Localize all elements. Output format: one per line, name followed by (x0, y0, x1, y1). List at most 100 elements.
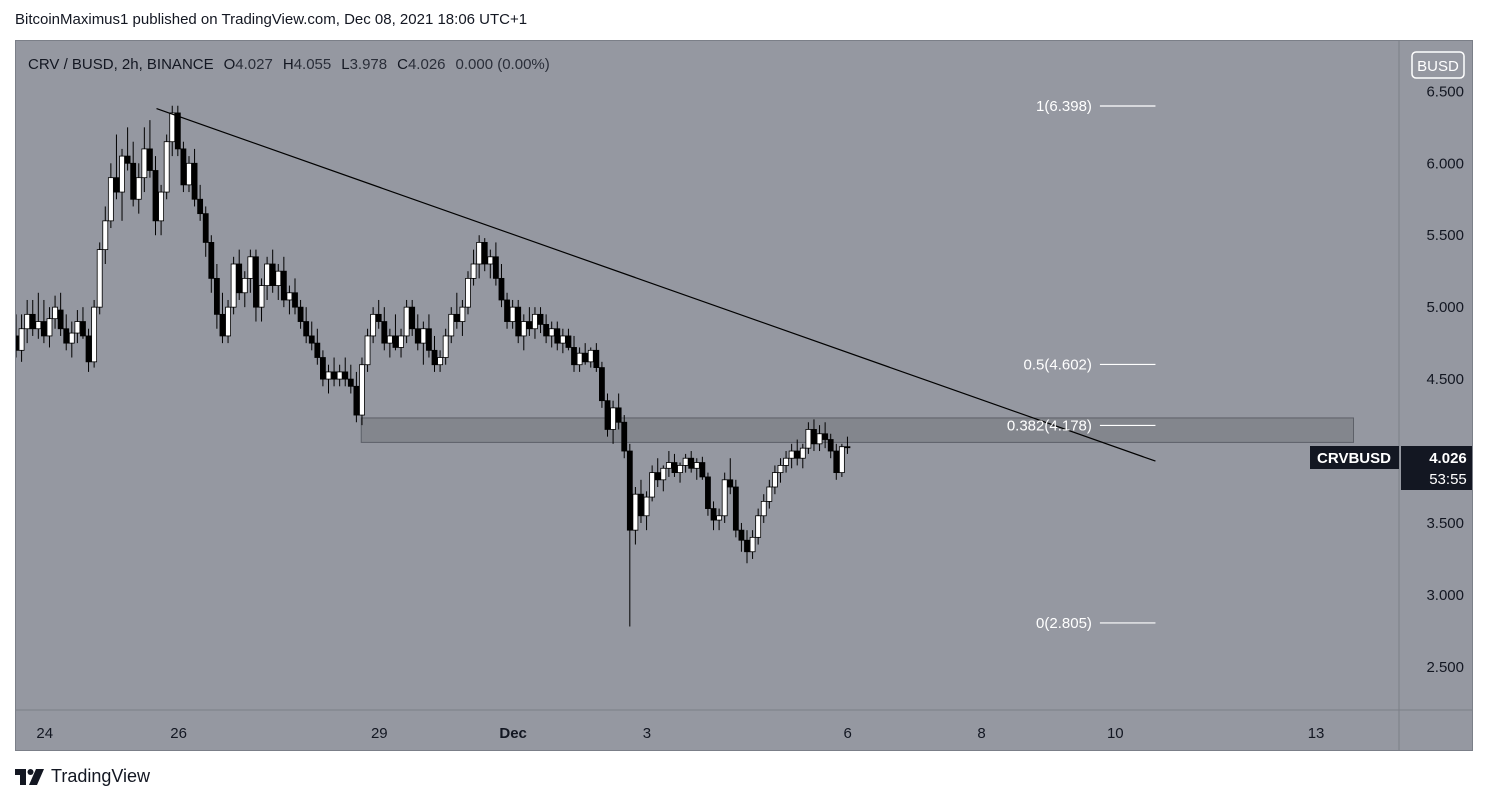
candle (331, 357, 337, 387)
candle (364, 328, 371, 372)
candle-body (638, 493, 644, 517)
candle-body (582, 352, 589, 363)
candle (107, 163, 114, 229)
candle (738, 522, 745, 552)
candle-body (191, 162, 198, 200)
candle-body (280, 270, 287, 301)
time-axis: 24 26 29 Dec 3 6 8 10 13 (36, 725, 1324, 742)
candle-body (599, 367, 605, 402)
candle-body (236, 263, 243, 294)
candle-body (794, 450, 801, 459)
candle (833, 443, 840, 480)
legend-low-label: L (341, 56, 349, 73)
candle (509, 299, 516, 329)
candle-body (822, 433, 829, 440)
candle (336, 364, 343, 387)
candle (225, 299, 231, 344)
candle (303, 307, 310, 344)
candle (470, 249, 477, 286)
candle-body (359, 364, 365, 416)
tradingview-brand[interactable]: TradingView (15, 766, 150, 787)
candle (582, 343, 589, 365)
candle (191, 148, 198, 207)
candle (626, 443, 633, 627)
candle-body (738, 529, 745, 541)
candle-body (766, 486, 773, 502)
candle (604, 393, 611, 437)
candle-body (654, 472, 661, 481)
candle (565, 328, 572, 351)
candle (275, 264, 282, 300)
fib-level-label: 1(6.398) (1036, 98, 1092, 115)
candle (699, 456, 706, 480)
candle (381, 307, 388, 351)
candle (844, 436, 851, 454)
candle-body (772, 472, 778, 488)
candle (124, 127, 131, 171)
candle (571, 335, 577, 372)
candle (68, 321, 75, 358)
candle (537, 307, 544, 334)
candle-body (392, 335, 399, 348)
candle-body (788, 450, 795, 459)
candle (426, 314, 432, 358)
candle-body (811, 429, 817, 445)
candle (649, 465, 656, 502)
candle (74, 310, 81, 344)
candle-body (420, 328, 427, 344)
candle (186, 156, 192, 193)
candle-body (336, 371, 343, 380)
candle (35, 292, 42, 339)
candle (158, 184, 164, 236)
candle-body (113, 177, 120, 193)
candle-body (370, 313, 377, 337)
candle-body (130, 162, 137, 200)
candle (403, 299, 410, 344)
candle-body (219, 313, 226, 337)
candle-body (225, 306, 231, 337)
candle-body (403, 306, 410, 337)
candle-body (264, 263, 271, 286)
price-tick-label: 5.500 (1426, 227, 1464, 244)
candle-body (632, 493, 639, 531)
price-tick-label: 4.500 (1426, 371, 1464, 388)
candle-body (46, 318, 53, 337)
chart-container[interactable]: 1(6.398) 0.5(4.602) 0.382(4.178) 0(2.805) 6… (15, 40, 1473, 751)
candle (80, 307, 86, 339)
candle (677, 462, 683, 483)
candle (498, 264, 505, 308)
candle-body (744, 539, 750, 553)
candle (772, 465, 778, 495)
currency-button[interactable]: BUSD (1411, 51, 1465, 79)
candle-body (833, 450, 840, 474)
candle-body (292, 292, 298, 308)
candle-body (197, 198, 204, 215)
candle (453, 292, 460, 329)
candle-body (163, 141, 170, 193)
candle-body (727, 479, 734, 488)
candle (487, 249, 494, 279)
candle (208, 235, 215, 293)
candle (459, 299, 466, 336)
candle-body (364, 335, 371, 366)
candle-body (827, 439, 834, 452)
candle-body (107, 177, 114, 222)
candle-body (275, 270, 282, 286)
candle (202, 206, 209, 257)
candle-body (57, 309, 64, 330)
candle (822, 422, 829, 449)
candle (755, 508, 762, 545)
candle (476, 235, 483, 279)
time-tick-label: Dec (499, 725, 527, 742)
candle-body (342, 371, 349, 380)
price-chart[interactable]: 1(6.398) 0.5(4.602) 0.382(4.178) 0(2.805) 6… (16, 41, 1472, 750)
candle (135, 163, 142, 214)
candle (130, 141, 137, 207)
candle (838, 443, 845, 477)
candle (811, 419, 817, 452)
candle (442, 328, 449, 365)
time-tick-label: 26 (170, 725, 187, 742)
candle (359, 357, 365, 426)
publisher-caption: BitcoinMaximus1 published on TradingView… (15, 11, 528, 28)
candle-body (52, 306, 58, 320)
